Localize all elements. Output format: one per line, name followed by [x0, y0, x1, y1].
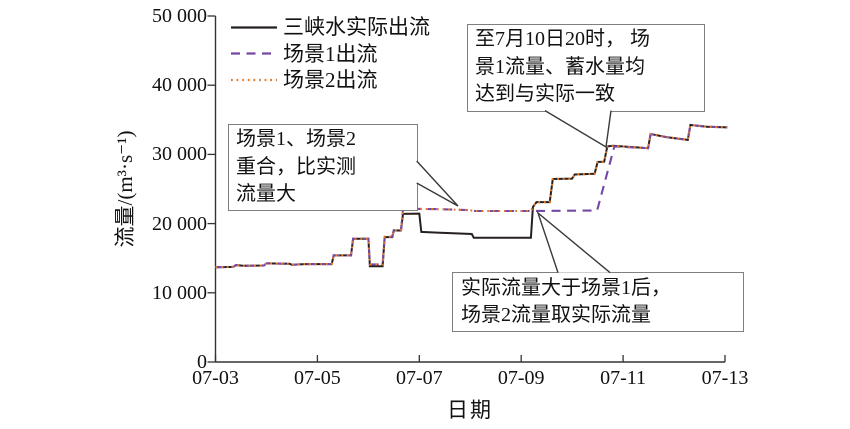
x-tick-label: 07-13 — [701, 367, 749, 389]
y-tick-label: 20 000 — [152, 212, 207, 235]
annotation-scenario2-takes-actual: 实际流量大于场景1后， 场景2流量取实际流量 — [452, 272, 744, 332]
x-tick-label: 07-03 — [192, 367, 239, 389]
series-line-dotted — [215, 123, 728, 269]
annotation-text-line: 景1流量、蓄水量均 — [475, 55, 645, 78]
series-line-dashed — [215, 123, 728, 269]
x-tick-label: 07-09 — [497, 367, 545, 389]
annotation-text-line: 达到与实际一致 — [475, 83, 615, 105]
y-tick-label: 10 000 — [152, 281, 207, 304]
annotation-text-line: 流量大 — [236, 183, 296, 205]
legend-label-scenario1-outflow: 场景1出流 — [283, 41, 378, 66]
annotation-scenario1-reaches-actual: 至7月10日20时， 场 景1流量、蓄水量均 达到与实际一致 — [467, 24, 705, 112]
annotation-text-line: 实际流量大于场景1后， — [461, 277, 671, 299]
x-tick-label: 07-07 — [395, 367, 443, 389]
annotation-scenarios-coincide: 场景1、场景2 重合，比实测 流量大 — [228, 124, 418, 211]
y-tick-label: 0 — [197, 351, 207, 373]
y-tick-label: 40 000 — [152, 74, 207, 97]
annotation-text-line: 重合，比实测 — [236, 155, 356, 178]
annotation-text-line: 场景1、场景2 — [236, 128, 356, 150]
annotation-text-line: 至7月10日20时， 场 — [475, 28, 650, 50]
legend-label-actual-outflow: 三峡水实际出流 — [283, 15, 430, 39]
x-tick-label: 07-11 — [600, 367, 647, 389]
y-tick-label: 50 000 — [152, 5, 207, 27]
legend-label-scenario2-outflow: 场景2出流 — [283, 68, 378, 92]
x-tick-label: 07-05 — [294, 367, 341, 389]
y-tick-label: 30 000 — [152, 143, 207, 166]
x-axis-title: 日期 — [447, 398, 493, 422]
annotation-text-line: 场景2流量取实际流量 — [461, 303, 651, 326]
